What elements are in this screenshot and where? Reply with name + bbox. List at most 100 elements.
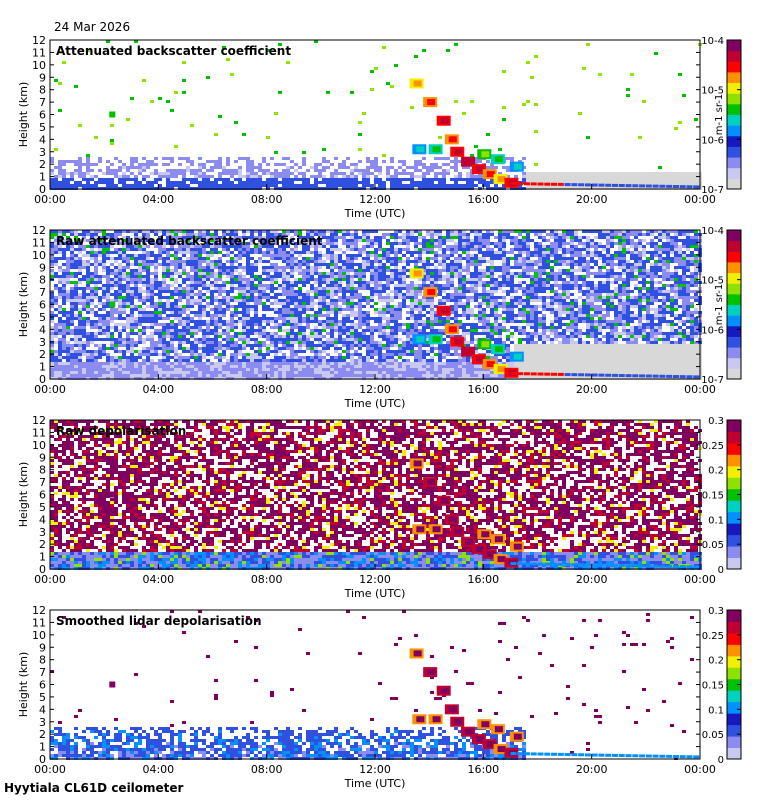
field-cell	[262, 181, 266, 184]
field-cell	[154, 365, 158, 368]
field-cell	[422, 49, 426, 52]
field-cell	[294, 341, 298, 344]
field-cell	[246, 332, 250, 335]
field-cell	[350, 311, 354, 314]
field-cell	[118, 323, 122, 326]
field-cell	[398, 184, 402, 187]
field-cell	[178, 341, 182, 344]
field-cell	[290, 287, 294, 290]
field-cell	[54, 332, 58, 335]
field-cell	[322, 263, 326, 266]
field-cell	[74, 368, 78, 371]
field-cell	[170, 326, 174, 329]
field-cell	[398, 287, 402, 290]
field-cell	[282, 329, 286, 332]
field-cell	[78, 233, 82, 236]
field-cell	[330, 341, 334, 344]
field-cell	[234, 356, 238, 359]
field-cell	[210, 299, 214, 302]
field-cell	[366, 257, 370, 260]
field-cell	[374, 178, 378, 181]
field-cell	[358, 338, 362, 341]
colorbar-segment	[727, 167, 741, 179]
field-cell	[270, 344, 274, 347]
field-cell	[50, 374, 54, 377]
field-cell	[598, 73, 602, 76]
field-cell	[102, 230, 106, 233]
field-cell	[210, 290, 214, 293]
field-cell	[362, 311, 366, 314]
field-cell	[530, 76, 534, 79]
field-cell	[94, 314, 98, 317]
field-cell	[386, 347, 390, 350]
field-cell	[450, 178, 454, 181]
field-cell	[598, 181, 602, 184]
field-cell	[318, 163, 322, 166]
field-cell	[386, 326, 390, 329]
field-cell	[50, 272, 54, 275]
field-cell	[106, 248, 110, 251]
field-cell	[182, 242, 186, 245]
field-cell	[62, 368, 66, 371]
field-cell	[274, 359, 278, 362]
field-cell	[182, 178, 186, 181]
colorbar-segment	[727, 50, 741, 62]
field-cell	[362, 257, 366, 260]
field-cell	[254, 245, 258, 248]
field-cell	[314, 184, 318, 187]
field-cell	[202, 350, 206, 353]
field-cell	[98, 278, 102, 281]
field-cell	[186, 248, 190, 251]
field-cell	[134, 326, 138, 329]
field-cell	[398, 347, 402, 350]
field-cell	[78, 166, 82, 169]
field-cell	[350, 184, 354, 187]
field-cell	[186, 323, 190, 326]
field-cell	[110, 163, 114, 166]
field-cell	[322, 362, 326, 365]
field-cell	[658, 181, 662, 184]
field-cell	[74, 287, 78, 290]
field-cell	[118, 233, 122, 236]
field-cell	[302, 332, 306, 335]
field-cell	[126, 248, 130, 251]
field-cell	[338, 172, 342, 175]
field-cell	[74, 338, 78, 341]
field-cell	[170, 347, 174, 350]
cloud-core	[475, 166, 484, 173]
field-cell	[202, 338, 206, 341]
field-cell	[146, 181, 150, 184]
field-cell	[298, 344, 302, 347]
field-cell	[370, 272, 374, 275]
field-cell	[402, 278, 406, 281]
field-cell	[350, 248, 354, 251]
field-cell	[234, 296, 238, 299]
field-cell	[410, 166, 414, 169]
field-cell	[282, 169, 286, 172]
field-cell	[302, 151, 306, 154]
field-cell	[82, 332, 86, 335]
field-cell	[106, 278, 110, 281]
field-cell	[262, 266, 266, 269]
field-cell	[114, 184, 118, 187]
field-cell	[310, 287, 314, 290]
field-cell	[354, 233, 358, 236]
field-cell	[286, 374, 290, 377]
field-cell	[246, 160, 250, 163]
field-cell	[174, 242, 178, 245]
field-cell	[290, 284, 294, 287]
field-cell	[78, 124, 82, 127]
field-cell	[462, 166, 466, 169]
field-cell	[70, 275, 74, 278]
field-cell	[74, 356, 78, 359]
field-cell	[362, 341, 366, 344]
field-cell	[158, 368, 162, 371]
field-cell	[314, 320, 318, 323]
field-cell	[94, 184, 98, 187]
field-cell	[206, 169, 210, 172]
field-cell	[234, 308, 238, 311]
field-cell	[326, 344, 330, 347]
field-cell	[254, 175, 258, 178]
field-cell	[290, 269, 294, 272]
field-cell	[346, 275, 350, 278]
